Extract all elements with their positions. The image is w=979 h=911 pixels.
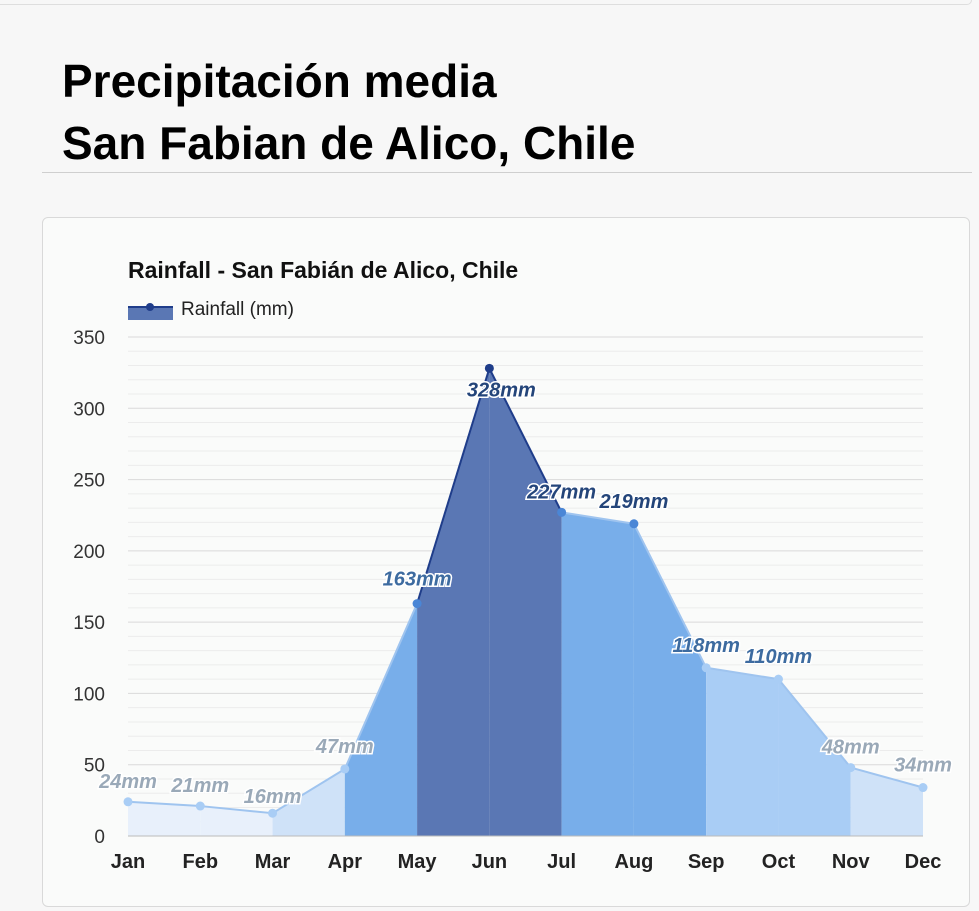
page-title-line2: San Fabian de Alico, Chile [62,117,636,169]
series-line-segment [272,768,346,815]
x-tick-label: Aug [614,851,653,873]
legend-swatch [128,306,173,320]
series-line-segment [416,368,491,604]
series-line-segment [850,766,924,789]
data-point [268,808,278,818]
area-segment [344,603,418,836]
x-tick-label: Nov [832,851,871,873]
data-label: 163mm [383,569,452,591]
series-line-layer [127,367,924,815]
x-tick-label: May [398,851,438,873]
x-tick-label: Dec [905,851,942,873]
x-tick-label: Apr [328,851,363,873]
area-segment [850,767,923,836]
x-tick-label: Oct [762,851,796,873]
data-points [123,363,928,818]
area-segment [489,368,562,836]
title-divider [42,172,972,173]
data-point [123,797,133,807]
data-label: 328mm [467,379,536,401]
data-point [629,519,639,529]
legend: Rainfall (mm) [128,299,294,320]
x-tick-label: Mar [255,851,291,873]
data-point [195,801,205,811]
data-label: 34mm [894,755,952,777]
area-segments [128,368,923,836]
data-label: 110mm [745,646,812,668]
legend-label: Rainfall (mm) [181,299,294,320]
series-line-segment [200,805,273,815]
area-segment [272,768,345,836]
page-title-line1: Precipitación media [62,55,497,107]
series-line-segment [633,523,708,669]
data-label: 48mm [821,737,880,759]
data-point [918,783,928,793]
data-label: 16mm [244,786,302,808]
y-tick-label: 200 [73,542,105,563]
x-tick-label: Jan [111,851,145,873]
data-label: 227mm [526,481,596,503]
x-tick-label: Sep [688,851,725,873]
series-line-segment [343,603,419,770]
data-point [846,763,856,773]
y-tick-label: 350 [73,328,105,349]
area-segment [778,679,851,836]
data-label: 47mm [315,736,374,758]
series-line-segment [561,511,635,525]
area-segment [706,667,779,836]
x-tick-label: Jul [547,851,576,873]
y-tick-label: 0 [94,827,105,848]
data-label: 21mm [170,775,229,797]
series-line-segment [706,666,779,681]
data-point [340,764,350,774]
data-point [701,663,711,673]
data-labels: 24mm 21mm 16mm 47mm 163mm 328mm 227mm 219mm 118m… [97,378,954,810]
area-segment [200,806,273,836]
chart-title: Rainfall - San Fabián de Alico, Chile [128,257,518,283]
data-label: 219mm [598,491,668,513]
x-tick-label: Feb [182,851,218,873]
page-title: Precipitación media San Fabian de Alico,… [62,50,635,174]
y-tick-label: 50 [84,756,105,777]
rainfall-chart: 24mm 21mm 16mm 47mm 163mm 328mm 227mm 219mm 118m… [73,257,954,873]
chart-card: 24mm 21mm 16mm 47mm 163mm 328mm 227mm 219mm 118m… [42,217,970,907]
data-label: 24mm [98,771,157,793]
y-tick-label: 300 [73,399,105,420]
area-segment [561,512,634,836]
y-tick-label: 250 [73,471,105,492]
series-line-segment [127,800,201,808]
series-line-segment [777,678,852,769]
legend-swatch-point [146,303,154,311]
data-point [484,363,494,373]
x-tick-label: Jun [472,851,508,873]
area-segment [417,368,490,836]
top-border [0,0,972,5]
axes: 0 50 100 150 200 250 300 350 Jan Feb Mar Apr May Jun J… [73,328,941,873]
series-line-segment [488,367,563,513]
data-point [557,507,567,517]
area-segment [128,801,201,836]
y-tick-label: 100 [73,684,105,705]
y-tick-label: 150 [73,613,105,634]
data-label: 118mm [672,635,739,657]
data-point [412,599,422,609]
area-segment [633,523,707,836]
data-point [773,674,783,684]
